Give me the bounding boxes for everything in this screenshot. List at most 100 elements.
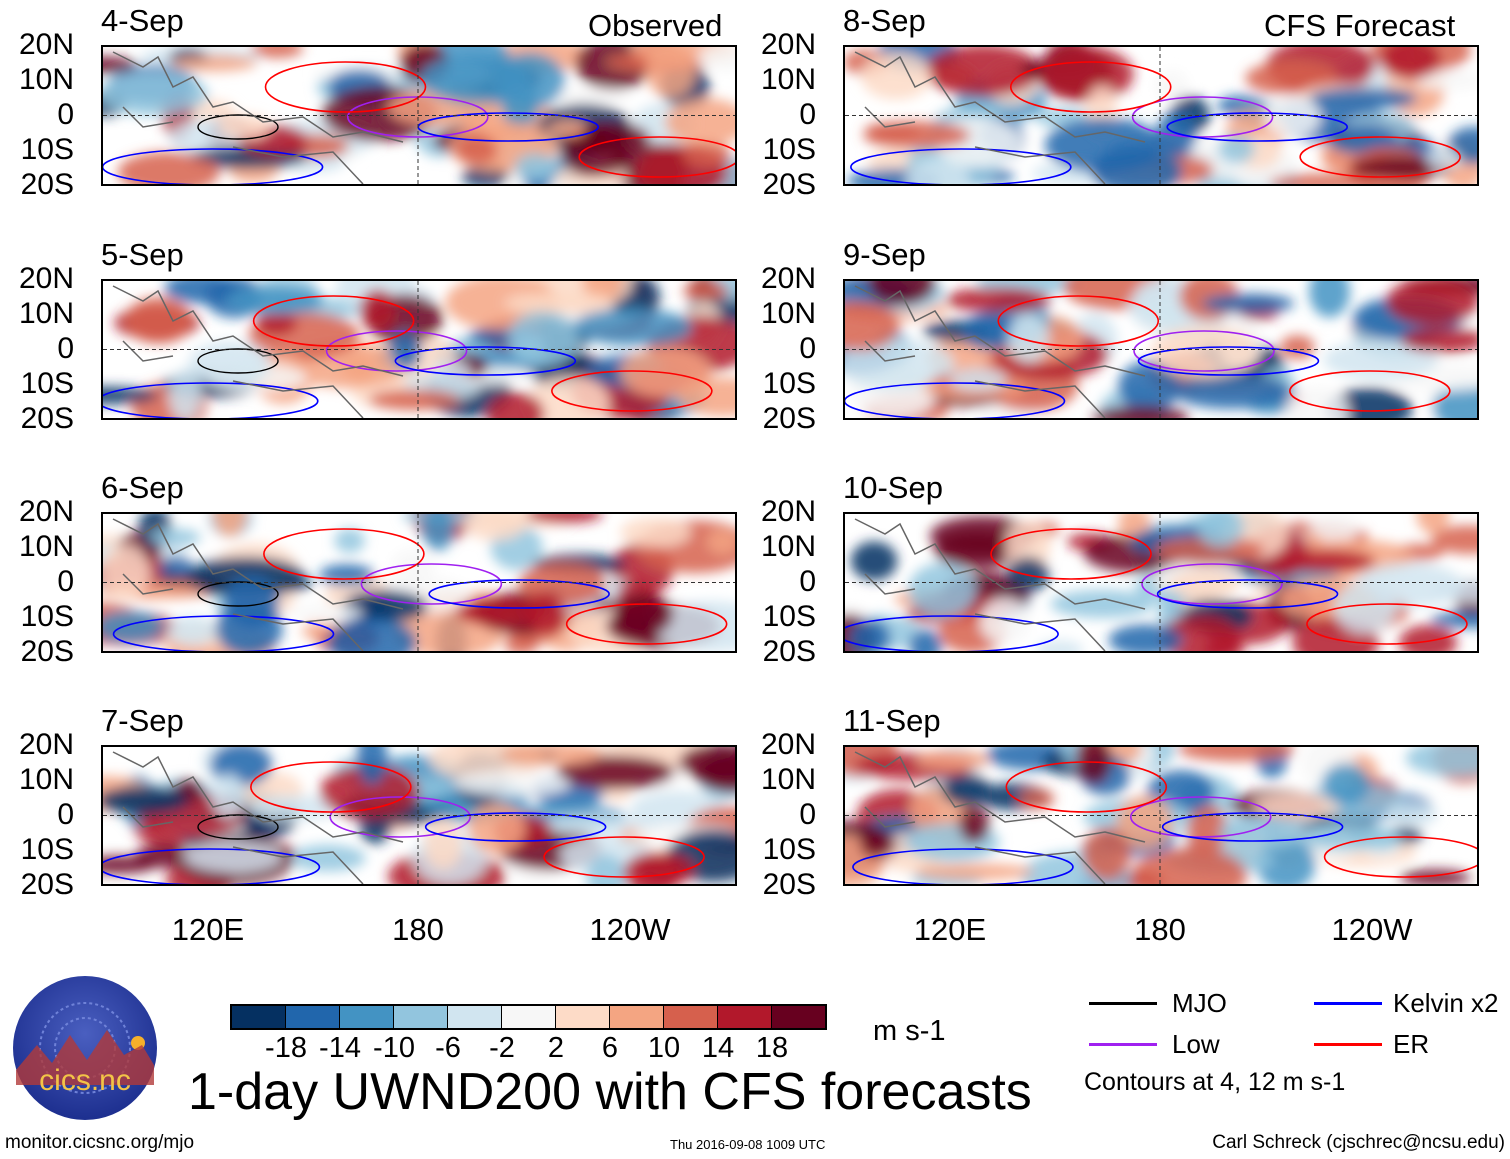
wave-contour xyxy=(263,528,425,580)
anomaly-blob xyxy=(368,389,460,411)
anomaly-blob xyxy=(863,121,971,150)
anomaly-blob xyxy=(518,561,607,606)
anomaly-blob xyxy=(1169,568,1240,599)
legend-mjo-label: MJO xyxy=(1172,988,1227,1018)
anomaly-blob xyxy=(1172,373,1291,409)
anomaly-blob xyxy=(183,840,282,873)
anomaly-blob xyxy=(419,54,531,104)
wave-contour xyxy=(1299,136,1461,178)
anomaly-blob xyxy=(942,773,991,806)
lat-label: 10N xyxy=(760,297,816,330)
colorbar-swatch xyxy=(772,1006,825,1028)
wind-anomaly-field xyxy=(845,281,1477,418)
coastline xyxy=(112,51,404,184)
lat-label: 10S xyxy=(762,367,816,400)
lat-label: 20N xyxy=(760,28,816,61)
wave-contour xyxy=(103,382,319,418)
lat-label: 10S xyxy=(762,833,816,866)
anomaly-blob xyxy=(1431,525,1477,554)
anomaly-blob xyxy=(845,339,955,391)
colorbar-label: -10 xyxy=(373,1032,415,1064)
wind-anomaly-field xyxy=(103,281,735,418)
anomaly-blob xyxy=(645,47,695,98)
footer-timestamp: Thu 2016-09-08 1009 UTC xyxy=(670,1137,826,1152)
panel-date: 7-Sep xyxy=(101,703,184,738)
anomaly-blob xyxy=(1154,70,1189,103)
lat-label: 10N xyxy=(18,63,74,96)
wind-anomaly-field xyxy=(103,47,735,184)
anomaly-blob xyxy=(1197,514,1244,548)
anomaly-blob xyxy=(456,135,498,165)
anomaly-blob xyxy=(486,391,545,418)
anomaly-blob xyxy=(1426,147,1461,170)
wave-contour xyxy=(845,382,1066,418)
anomaly-blob xyxy=(515,334,546,356)
lat-label: 0 xyxy=(799,798,816,831)
anomaly-blob xyxy=(255,310,297,335)
anomaly-blob xyxy=(568,122,650,153)
anomaly-blob xyxy=(327,617,417,651)
footer-url[interactable]: monitor.cicsnc.org/mjo xyxy=(5,1132,195,1153)
anomaly-blob xyxy=(1092,405,1190,418)
lat-label: 0 xyxy=(57,332,74,365)
wave-contour xyxy=(1306,603,1468,645)
anomaly-blob xyxy=(613,593,673,637)
anomaly-blob xyxy=(334,528,366,554)
lat-label: 20S xyxy=(20,868,74,901)
panel-date: 6-Sep xyxy=(101,470,184,505)
wind-anomaly-field xyxy=(845,747,1477,884)
legend-er-line xyxy=(1314,1043,1382,1046)
anomaly-blob xyxy=(250,47,304,58)
colorbar-units: m s-1 xyxy=(873,1015,946,1047)
anomaly-blob xyxy=(1416,514,1450,535)
cicsnc-logo: cics.nc xyxy=(13,976,157,1120)
footer-author: Carl Schreck (cjschrec@ncsu.edu) xyxy=(1212,1132,1505,1153)
anomaly-blob xyxy=(949,368,1008,392)
lat-label: 0 xyxy=(799,565,816,598)
wave-contour xyxy=(990,528,1152,580)
lon-label: 120W xyxy=(1331,912,1413,947)
anomaly-blob xyxy=(421,514,454,552)
colorbar-label: 2 xyxy=(547,1032,565,1064)
anomaly-blob xyxy=(915,863,1035,881)
lat-label: 0 xyxy=(57,98,74,131)
map-panel-11-Sep xyxy=(843,745,1479,886)
anomaly-blob xyxy=(547,119,587,138)
anomaly-blob xyxy=(1399,624,1458,651)
colorbar-swatch xyxy=(664,1006,718,1028)
wave-contour xyxy=(845,615,1059,651)
anomaly-blob xyxy=(944,287,1052,313)
anomaly-blob xyxy=(463,514,526,541)
lat-label: 20N xyxy=(760,262,816,295)
legend-kelvin-line xyxy=(1314,1002,1382,1005)
colorbar-label: 10 xyxy=(647,1032,681,1064)
lat-label: 20S xyxy=(20,635,74,668)
lat-label: 20N xyxy=(18,728,74,761)
wave-contour xyxy=(1129,796,1272,838)
colorbar-label: 18 xyxy=(755,1032,789,1064)
anomaly-blob xyxy=(665,98,735,146)
colorbar-swatch xyxy=(232,1006,286,1028)
wind-anomaly-field xyxy=(845,47,1477,184)
wave-contour xyxy=(1141,563,1283,605)
anomaly-blob xyxy=(319,564,375,587)
anomaly-blob xyxy=(213,514,247,537)
anomaly-blob xyxy=(525,514,603,523)
wave-contour xyxy=(103,848,321,884)
anomaly-blob xyxy=(103,610,164,642)
wave-contour xyxy=(264,61,427,113)
map-panel-4-Sep xyxy=(101,45,737,186)
anomaly-blob xyxy=(169,368,202,418)
anomaly-blob xyxy=(934,531,1020,569)
panel-date: 4-Sep xyxy=(101,3,184,38)
anomaly-blob xyxy=(959,805,990,843)
wave-contour xyxy=(1005,761,1168,813)
coastline xyxy=(854,751,1146,884)
anomaly-blob xyxy=(247,795,342,821)
anomaly-blob xyxy=(682,282,729,300)
lat-label: 10S xyxy=(20,133,74,166)
panel-date: 8-Sep xyxy=(843,3,926,38)
colorbar-label: 14 xyxy=(701,1032,735,1064)
legend-mjo-line xyxy=(1089,1002,1157,1005)
lat-label: 10N xyxy=(18,297,74,330)
